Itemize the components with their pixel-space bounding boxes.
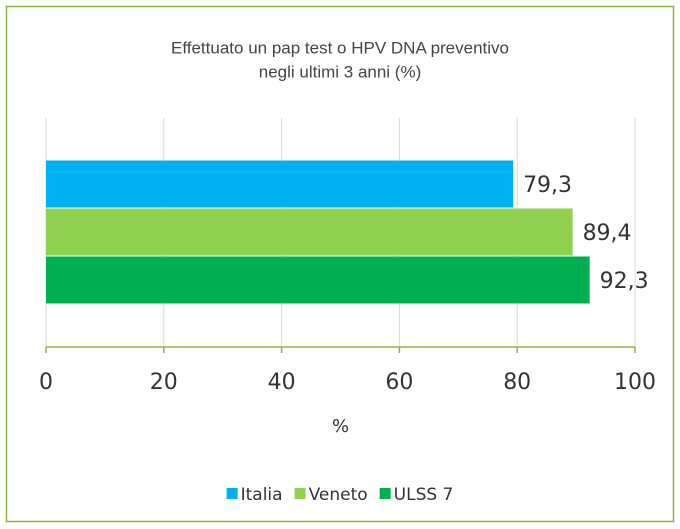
x-tick-label: 40 [268,370,296,395]
data-label: 79,3 [523,173,572,198]
legend-swatch [294,488,306,499]
bar [46,160,514,208]
x-tick-label: 0 [39,370,53,395]
x-tick-label: 20 [150,370,178,395]
legend-label: ULSS 7 [394,485,454,505]
data-label: 92,3 [600,269,649,294]
data-label: 89,4 [583,221,632,246]
x-tick-label: 80 [503,370,531,395]
bar [46,256,590,304]
legend-label: Veneto [309,485,368,505]
legend-label: Italia [241,485,283,505]
legend-swatch [379,488,391,499]
legend-swatch [226,488,238,499]
x-axis-label: % [332,416,349,437]
x-tick-label: 100 [614,370,656,395]
bar [46,208,573,256]
chart-title: negli ultimi 3 anni (%) [259,62,422,81]
chart-title: Effettuato un pap test o HPV DNA prevent… [171,38,509,57]
x-tick-label: 60 [385,370,413,395]
